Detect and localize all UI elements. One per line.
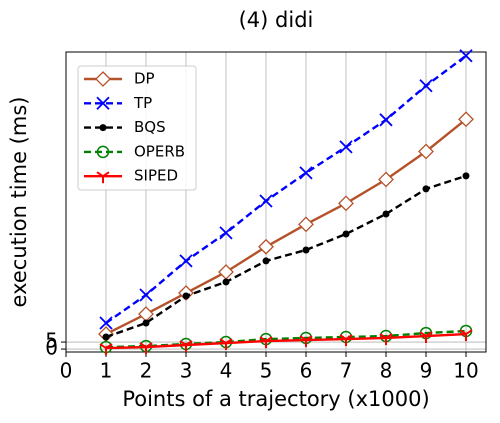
legend-label: DP bbox=[134, 70, 155, 88]
marker bbox=[418, 143, 434, 160]
marker bbox=[139, 342, 153, 355]
marker bbox=[462, 172, 470, 180]
x-tick-label: 5 bbox=[260, 359, 273, 383]
marker bbox=[379, 333, 393, 345]
marker bbox=[419, 331, 433, 344]
marker bbox=[222, 278, 230, 286]
marker bbox=[96, 171, 110, 184]
marker bbox=[298, 216, 314, 233]
series-line bbox=[105, 332, 467, 350]
marker bbox=[218, 264, 234, 280]
marker bbox=[299, 335, 313, 348]
marker bbox=[99, 316, 113, 330]
marker bbox=[339, 334, 353, 347]
marker bbox=[139, 288, 153, 302]
x-tick-label: 9 bbox=[420, 359, 433, 383]
y-axis-label: execution time (ms) bbox=[7, 97, 31, 308]
marker bbox=[299, 166, 313, 180]
marker bbox=[382, 210, 390, 218]
x-tick-label: 1 bbox=[100, 359, 113, 383]
y-tick-label: 0 bbox=[45, 336, 58, 360]
marker bbox=[95, 71, 111, 87]
marker bbox=[182, 292, 190, 300]
series-line bbox=[105, 54, 467, 324]
legend-label: OPERB bbox=[134, 142, 185, 160]
x-tick-label: 0 bbox=[60, 359, 73, 383]
x-tick-label: 10 bbox=[453, 359, 478, 383]
marker bbox=[422, 185, 430, 193]
x-tick-label: 4 bbox=[220, 359, 233, 383]
marker bbox=[342, 230, 350, 238]
marker bbox=[99, 343, 113, 356]
legend: DP TP BQS OPERB SIPED bbox=[77, 65, 197, 191]
marker bbox=[179, 340, 193, 352]
y-tick-label: 5 bbox=[45, 329, 58, 353]
x-tick-label: 2 bbox=[140, 359, 153, 383]
chart-title: (4) didi bbox=[239, 8, 314, 32]
marker bbox=[219, 338, 233, 351]
marker bbox=[219, 226, 233, 240]
marker bbox=[259, 336, 273, 349]
x-tick-label: 8 bbox=[380, 359, 393, 383]
marker bbox=[142, 319, 150, 327]
x-tick-label: 7 bbox=[340, 359, 353, 383]
marker bbox=[459, 329, 473, 342]
legend-label: SIPED bbox=[134, 167, 178, 185]
series-line bbox=[105, 329, 467, 349]
marker bbox=[379, 113, 393, 127]
marker bbox=[99, 124, 107, 132]
marker bbox=[378, 171, 394, 188]
x-tick-label: 6 bbox=[300, 359, 313, 383]
marker bbox=[302, 246, 310, 254]
marker bbox=[338, 195, 354, 212]
series-line bbox=[105, 118, 467, 336]
marker bbox=[458, 111, 474, 128]
x-tick-label: 3 bbox=[180, 359, 193, 383]
marker bbox=[96, 96, 110, 110]
marker bbox=[102, 333, 110, 341]
series-line bbox=[105, 174, 467, 339]
marker bbox=[96, 145, 110, 159]
marker bbox=[262, 257, 270, 265]
marker bbox=[258, 238, 274, 255]
marker bbox=[179, 254, 193, 268]
marker bbox=[459, 49, 473, 63]
plot-frame bbox=[65, 51, 487, 353]
x-axis-label: Points of a trajectory (x1000) bbox=[122, 387, 429, 411]
marker bbox=[339, 140, 353, 154]
legend-label: BQS bbox=[134, 118, 166, 136]
legend-box bbox=[77, 65, 197, 191]
marker bbox=[259, 194, 273, 208]
marker bbox=[419, 79, 433, 93]
legend-label: TP bbox=[133, 94, 152, 112]
